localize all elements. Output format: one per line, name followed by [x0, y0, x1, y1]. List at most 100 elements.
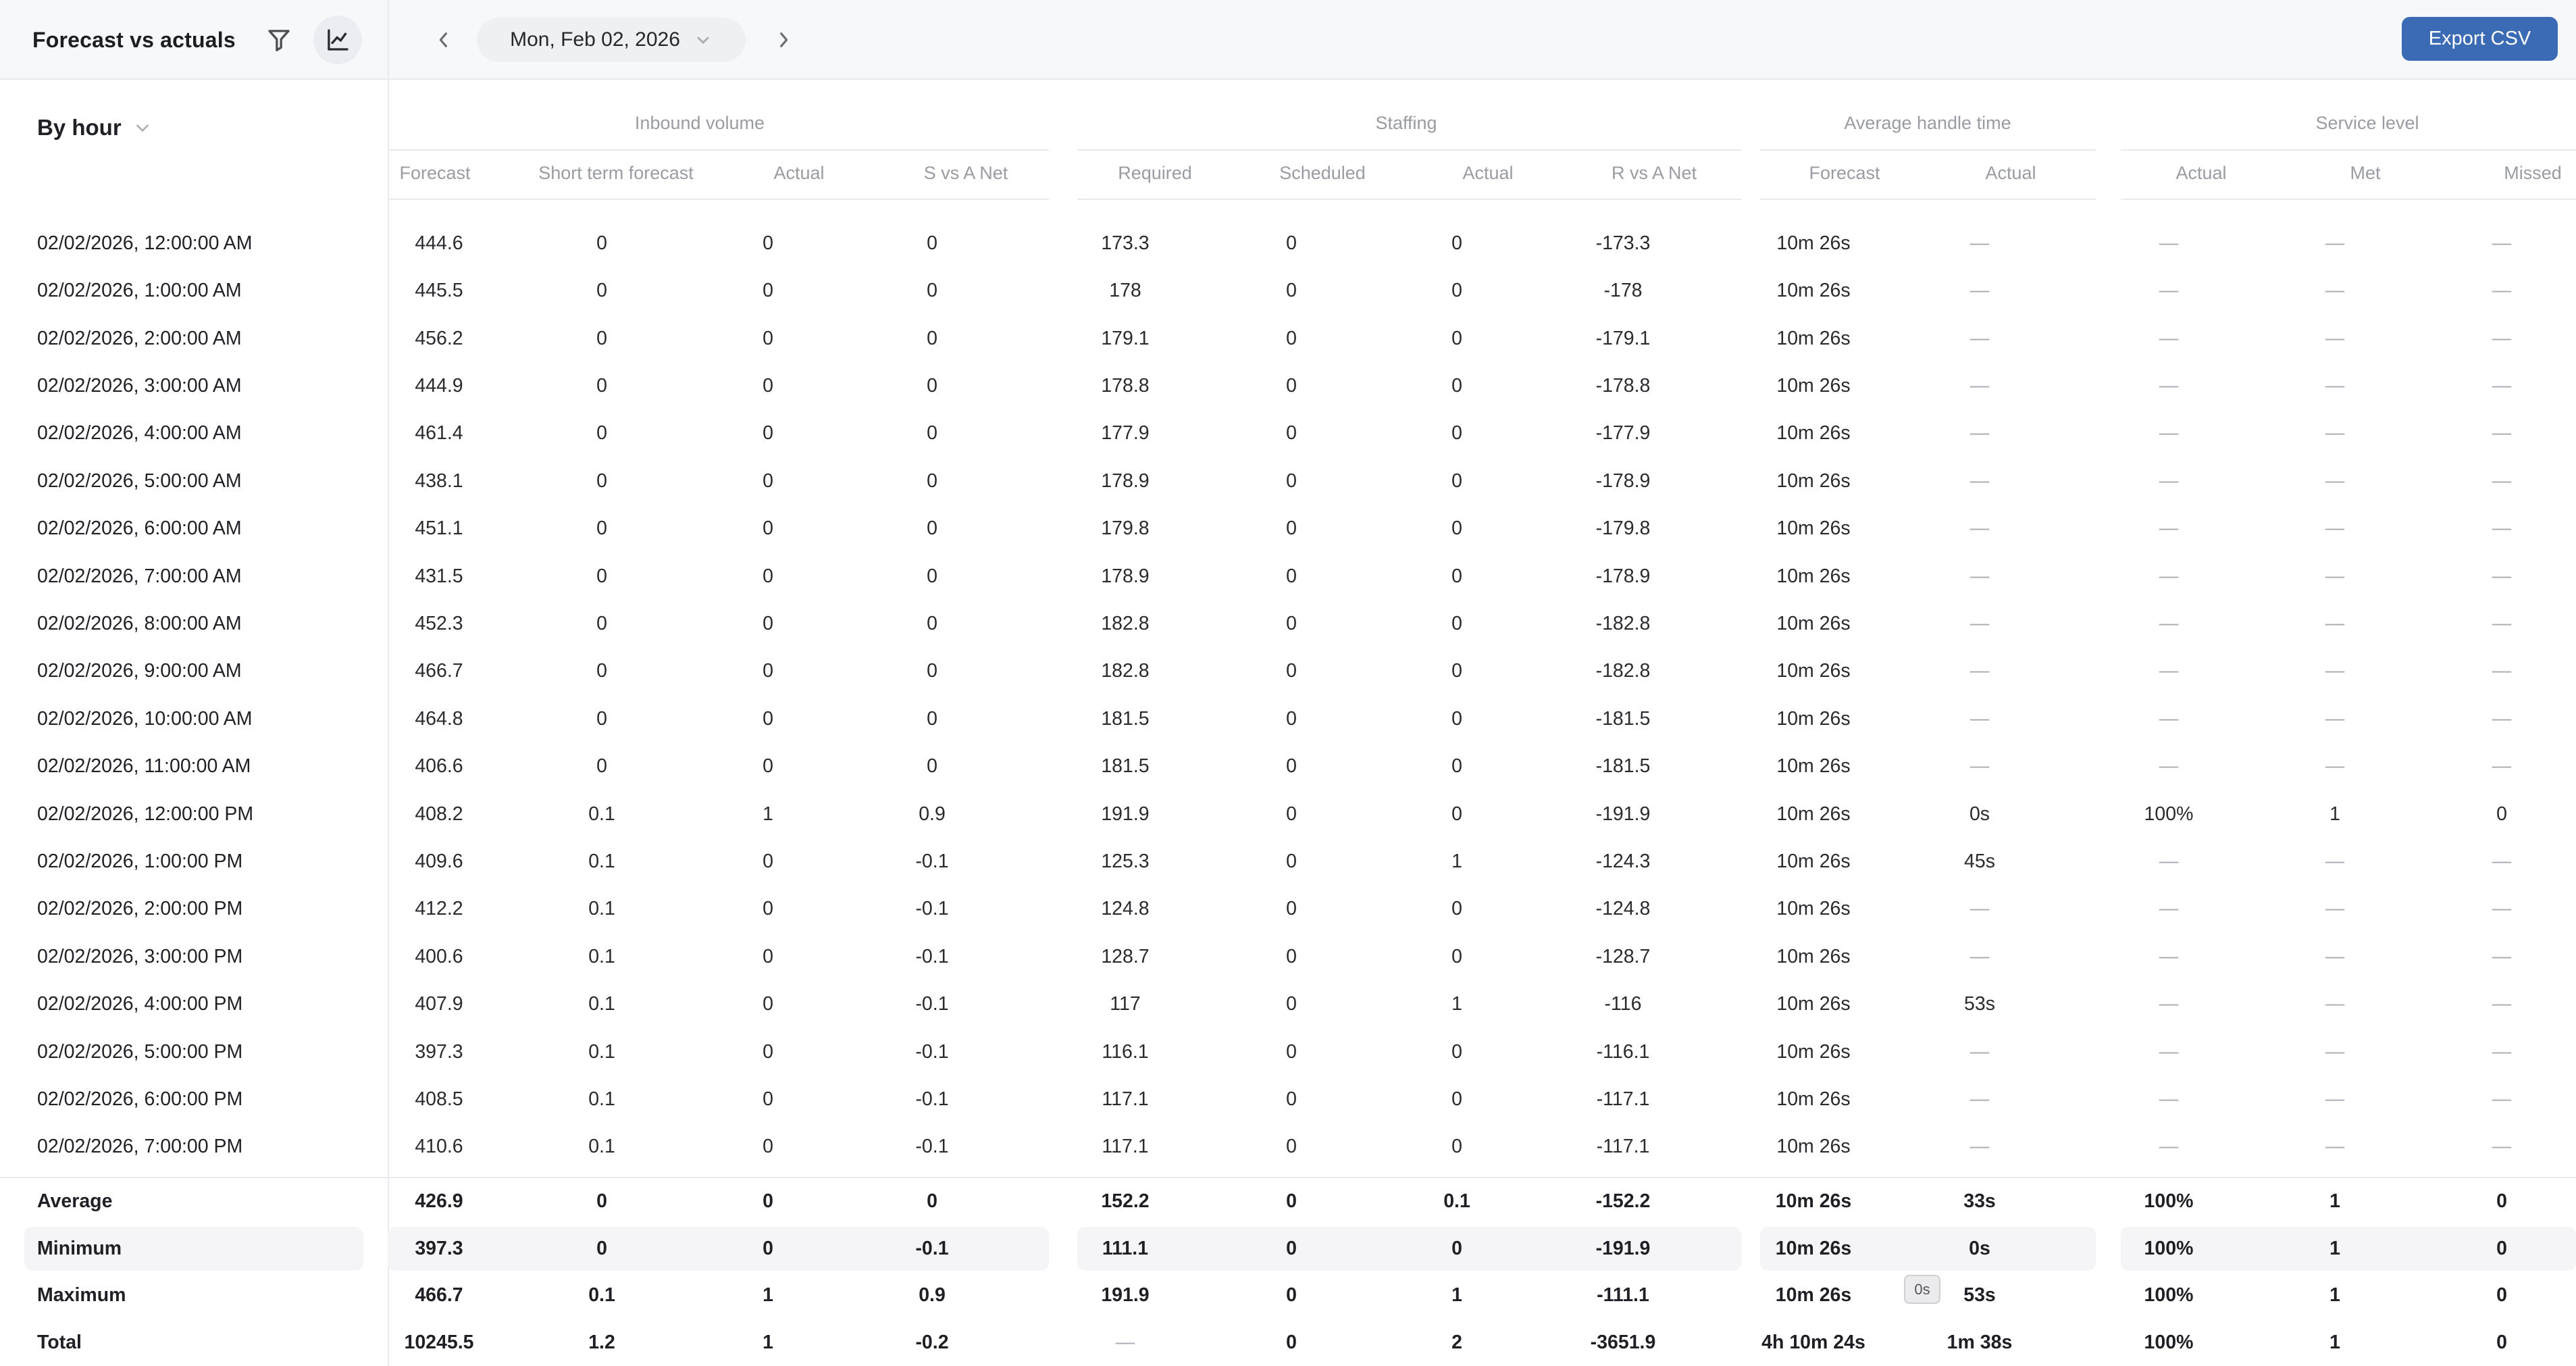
row-time-label: 02/02/2026, 1:00:00 AM	[37, 280, 242, 302]
filter-button[interactable]	[259, 21, 299, 59]
cell: —	[2492, 660, 2512, 682]
table-row[interactable]: 02/02/2026, 1:00:00 PM 409.6 0.1 0 -0.1 125.3…	[0, 838, 2576, 885]
table-row[interactable]: 02/02/2026, 12:00:00 AM 444.6 0 0 0 173.3 0 0 -1…	[0, 220, 2576, 267]
cell: —	[2159, 993, 2179, 1015]
cell: 45s	[1964, 851, 1995, 872]
table-row[interactable]: 02/02/2026, 12:00:00 PM 408.2 0.1 1 0.9 191.9…	[0, 790, 2576, 838]
cell: 0	[763, 517, 773, 540]
summary-row[interactable]: Maximum 466.7 0.1 1 0.9 191.9 0 1 -111.1 10m 26s 5…	[0, 1272, 2576, 1319]
table-row[interactable]: 02/02/2026, 9:00:00 AM 466.7 0 0 0 182.8 0 0 -18…	[0, 647, 2576, 694]
cell: -178.9	[1595, 565, 1651, 587]
table-row[interactable]: 02/02/2026, 7:00:00 AM 431.5 0 0 0 178.9 0 0 -17…	[0, 553, 2576, 600]
date-label: Mon, Feb 02, 2026	[510, 28, 680, 51]
table-row[interactable]: 02/02/2026, 10:00:00 AM 464.8 0 0 0 181.5 0 0 -1…	[0, 695, 2576, 742]
cell: 0	[596, 707, 607, 730]
next-day-button[interactable]	[765, 0, 802, 80]
cell: 426.9	[415, 1190, 463, 1212]
table-row[interactable]: 02/02/2026, 5:00:00 PM 397.3 0.1 0 -0.1 116.1…	[0, 1028, 2576, 1076]
chart-view-toggle-button[interactable]	[313, 16, 362, 64]
row-time-label: 02/02/2026, 12:00:00 AM	[37, 232, 253, 254]
cell: —	[2159, 327, 2179, 349]
cell: 0	[1286, 707, 1297, 730]
cell: —	[2325, 375, 2345, 397]
export-csv-button[interactable]: Export CSV	[2402, 17, 2558, 61]
cell: 178.8	[1101, 375, 1150, 397]
cell: -182.8	[1595, 660, 1651, 682]
summary-row-label: Average	[37, 1190, 113, 1212]
column-header: Forecast	[1809, 163, 1880, 183]
cell: 0	[1451, 755, 1462, 778]
cell: 0	[1451, 613, 1462, 634]
cell: -116.1	[1596, 1040, 1650, 1063]
row-time-label: 02/02/2026, 3:00:00 AM	[37, 375, 242, 397]
group-by-dropdown[interactable]: By hour	[37, 105, 153, 150]
cell: 0	[1451, 232, 1462, 254]
chevron-left-icon	[433, 29, 455, 51]
table-row[interactable]: 02/02/2026, 2:00:00 PM 412.2 0.1 0 -0.1 124.8…	[0, 885, 2576, 932]
cell: 0	[763, 1190, 773, 1212]
summary-row[interactable]: Average 426.9 0 0 0 152.2 0 0.1 -152.2 10m 26s 33s…	[0, 1178, 2576, 1225]
cell: 0	[596, 660, 607, 682]
cell: 10m 26s	[1776, 517, 1851, 540]
cell: 0	[2496, 1237, 2507, 1259]
table-row[interactable]: 02/02/2026, 7:00:00 PM 410.6 0.1 0 -0.1 117.1…	[0, 1123, 2576, 1170]
drag-value-badge: 0s	[1904, 1275, 1940, 1304]
table-row[interactable]: 02/02/2026, 4:00:00 AM 461.4 0 0 0 177.9 0 0 -17…	[0, 409, 2576, 457]
cell: 0	[1286, 1190, 1297, 1212]
cell: 0	[1286, 1136, 1297, 1158]
summary-row[interactable]: Minimum 397.3 0 0 -0.1 111.1 0 0 -191.9 10m 26s 0s…	[0, 1225, 2576, 1273]
cell: 466.7	[415, 1284, 463, 1306]
table-row[interactable]: 02/02/2026, 4:00:00 PM 407.9 0.1 0 -0.1 117 0 1…	[0, 980, 2576, 1028]
cell: 10m 26s	[1776, 707, 1851, 730]
previous-day-button[interactable]	[426, 0, 462, 80]
cell: —	[2492, 232, 2512, 254]
cell: 0	[927, 565, 937, 587]
cell: 400.6	[415, 945, 463, 967]
cell: 0	[1286, 851, 1297, 872]
table-row[interactable]: 02/02/2026, 5:00:00 AM 438.1 0 0 0 178.9 0 0 -17…	[0, 457, 2576, 505]
cell: 0	[927, 327, 937, 349]
cell: 10m 26s	[1776, 280, 1851, 302]
date-picker-button[interactable]: Mon, Feb 02, 2026	[477, 18, 746, 62]
cell: —	[2492, 755, 2512, 778]
cell: —	[1969, 898, 1990, 920]
cell: —	[1969, 945, 1990, 967]
group-underline	[388, 149, 1049, 151]
table-row[interactable]: 02/02/2026, 8:00:00 AM 452.3 0 0 0 182.8 0 0 -18…	[0, 600, 2576, 647]
cell: —	[2492, 1088, 2512, 1110]
table-row[interactable]: 02/02/2026, 11:00:00 AM 406.6 0 0 0 181.5 0 0 -1…	[0, 742, 2576, 790]
cell: 0	[596, 280, 607, 302]
cell: 10m 26s	[1776, 851, 1851, 872]
cell: 464.8	[415, 707, 463, 730]
table-row[interactable]: 02/02/2026, 1:00:00 AM 445.5 0 0 0 178 0 0 -178 1…	[0, 267, 2576, 314]
cell: 117.1	[1102, 1088, 1149, 1110]
cell: —	[2325, 470, 2345, 492]
column-group-label: Service level	[2315, 113, 2419, 133]
table-row[interactable]: 02/02/2026, 3:00:00 PM 400.6 0.1 0 -0.1 128.7…	[0, 933, 2576, 980]
cell: 0	[763, 375, 773, 397]
header-bottom-border	[388, 199, 1049, 200]
table-row[interactable]: 02/02/2026, 3:00:00 AM 444.9 0 0 0 178.8 0 0 -17…	[0, 362, 2576, 409]
cell: 0	[763, 327, 773, 349]
cell: 409.6	[415, 851, 463, 872]
cell: -179.1	[1595, 327, 1651, 349]
cell: 10m 26s	[1776, 660, 1851, 682]
table-row[interactable]: 02/02/2026, 6:00:00 AM 451.1 0 0 0 179.8 0 0 -17…	[0, 505, 2576, 552]
cell: 0s	[1969, 803, 1990, 825]
cell: 0	[596, 1190, 607, 1212]
cell: 0	[1286, 755, 1297, 778]
export-csv-label: Export CSV	[2428, 28, 2531, 49]
cell: 10m 26s	[1776, 375, 1851, 397]
cell: 0	[596, 1237, 607, 1259]
cell: -191.9	[1595, 1237, 1651, 1259]
cell: 111.1	[1102, 1237, 1149, 1259]
cell: —	[2492, 375, 2512, 397]
cell: 128.7	[1101, 945, 1150, 967]
summary-row[interactable]: Total 10245.5 1.2 1 -0.2 — 0 2 -3651.9 4h 10m 24s…	[0, 1319, 2576, 1366]
cell: —	[2159, 1040, 2179, 1063]
cell: —	[2492, 565, 2512, 587]
table-row[interactable]: 02/02/2026, 2:00:00 AM 456.2 0 0 0 179.1 0 0 -17…	[0, 315, 2576, 362]
cell: -0.1	[915, 851, 949, 872]
cell: 1	[1451, 851, 1462, 872]
table-row[interactable]: 02/02/2026, 6:00:00 PM 408.5 0.1 0 -0.1 117.1…	[0, 1076, 2576, 1123]
